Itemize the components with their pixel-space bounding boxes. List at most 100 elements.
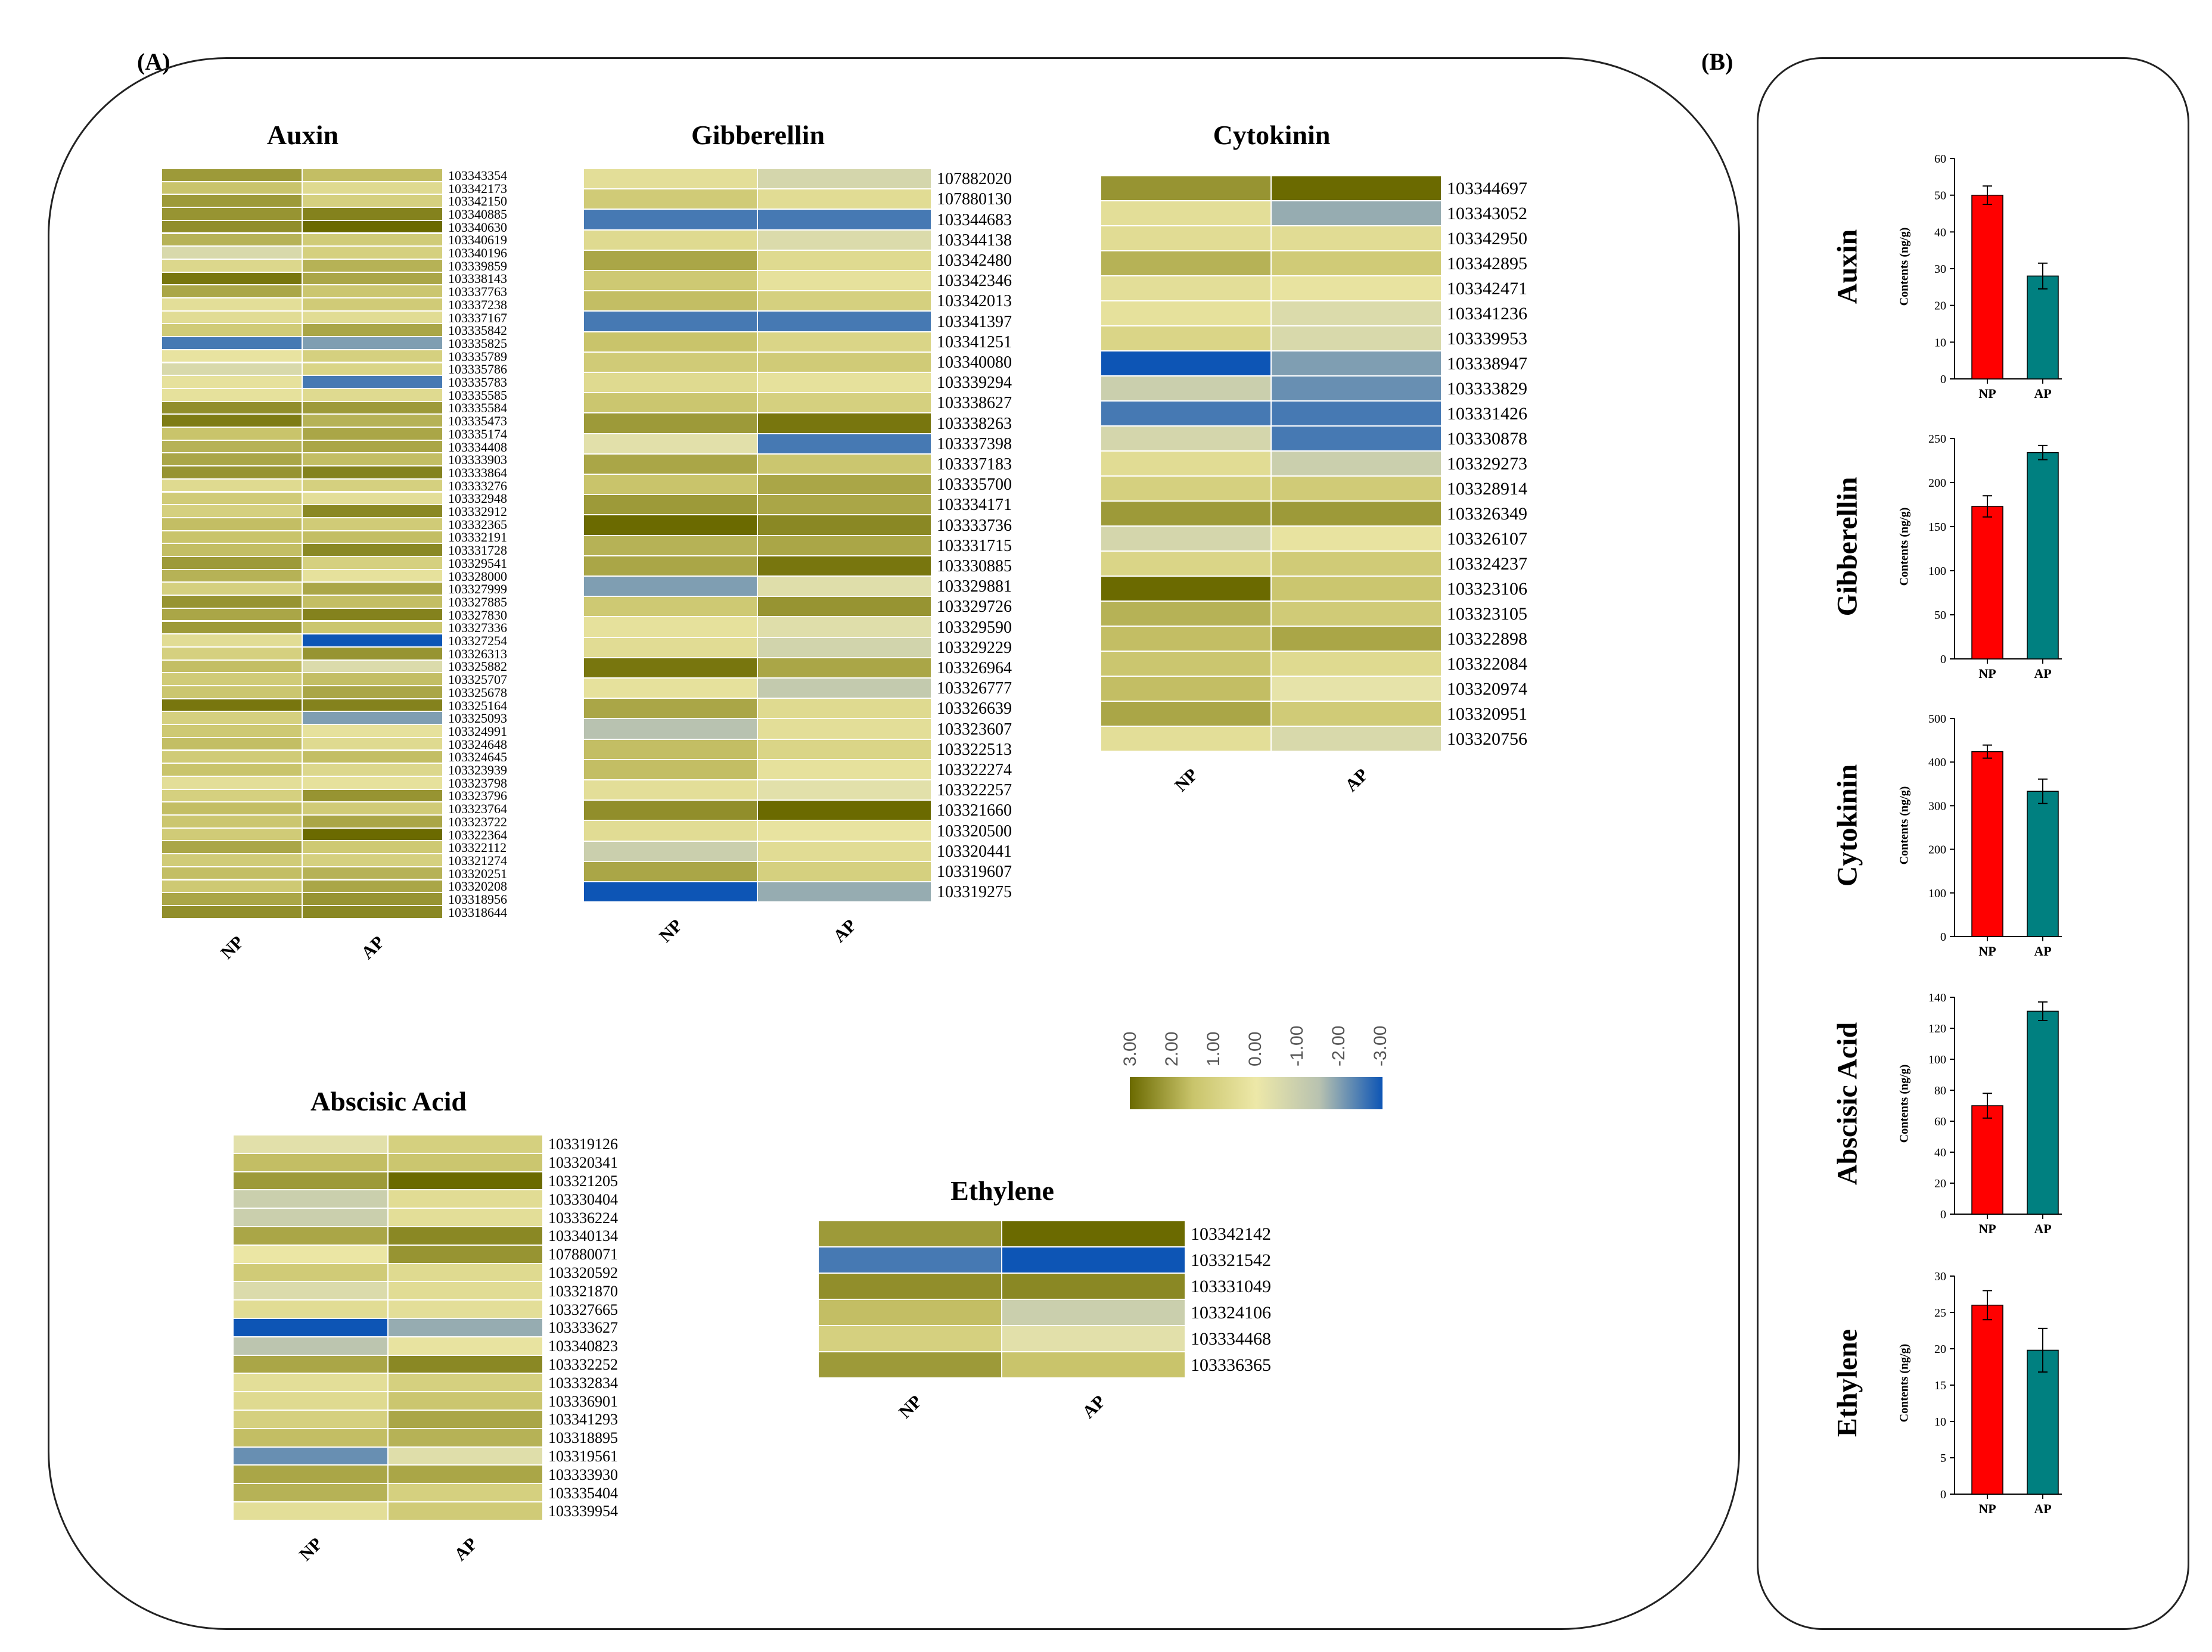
heatmap-cell (758, 760, 932, 780)
heatmap-cell (389, 1190, 543, 1209)
heatmap-cell (162, 350, 303, 363)
heatmap-cell (162, 531, 303, 545)
heatmap-row-label: 103326964 (937, 658, 1012, 677)
heatmap-row (584, 475, 932, 496)
heatmap-cell (584, 291, 758, 312)
bar-ap (2027, 1010, 2059, 1215)
heatmap-cell (584, 617, 758, 638)
heatmap-cell (1272, 251, 1442, 276)
heatmap-row (234, 1447, 543, 1466)
y-tick-label: 20 (1934, 300, 1946, 313)
heatmap-row-label: 107882020 (937, 170, 1012, 189)
heatmap-row (162, 350, 443, 363)
heatmap-cell (1272, 702, 1442, 727)
bar-ap (2027, 275, 2059, 379)
heatmap-row (234, 1502, 543, 1521)
heatmap-cell (303, 776, 443, 790)
heatmap-cell (819, 1352, 1002, 1379)
heatmap-cell (162, 505, 303, 518)
heatmap-row-label: 103330878 (1447, 429, 1527, 449)
heatmap-row (1101, 427, 1442, 452)
x-tick-label: NP (1978, 386, 1996, 401)
heatmap-cell (758, 434, 932, 455)
heatmap-cell (162, 906, 303, 919)
heatmap-row-label: 103341397 (937, 312, 1012, 331)
heatmap-row (162, 880, 443, 894)
heatmap-cell (162, 557, 303, 570)
heatmap-row-label: 103332834 (548, 1374, 618, 1392)
heatmap-row (584, 536, 932, 556)
heatmap-row (162, 311, 443, 325)
heatmap-row-label: 103326349 (1447, 504, 1527, 524)
heatmap-cell (162, 388, 303, 402)
heatmap-row-label: 107880071 (548, 1246, 618, 1264)
y-tick-label: 0 (1940, 931, 1946, 944)
y-tick-label: 400 (1928, 756, 1946, 769)
heatmap-cell (303, 621, 443, 635)
heatmap-cell (162, 220, 303, 234)
heatmap-cell (819, 1300, 1002, 1326)
heatmap-cell (1101, 477, 1272, 502)
heatmap-row-label: 103335584 (448, 400, 507, 416)
heatmap-cell (162, 570, 303, 583)
heatmap-row (162, 699, 443, 713)
heatmap-cell (234, 1301, 389, 1319)
heatmap-row (162, 182, 443, 195)
heatmap-cell (758, 475, 932, 496)
y-tick-label: 200 (1928, 844, 1946, 857)
heatmap-cell (1272, 402, 1442, 427)
heatmap-row (162, 376, 443, 389)
heatmap-cell (162, 828, 303, 842)
heatmap-cell (303, 841, 443, 855)
heatmap-cell (303, 906, 443, 919)
heatmap-row (584, 434, 932, 455)
y-tick-label: 50 (1934, 189, 1946, 203)
heatmap-row-label: 103340619 (448, 232, 507, 248)
heatmap-row-label: 103325678 (448, 685, 507, 700)
heatmap-row (162, 453, 443, 467)
heatmap-row (584, 271, 932, 292)
heatmap-row (162, 583, 443, 596)
heatmap-cell (584, 556, 758, 577)
heatmap-row (584, 658, 932, 679)
heatmap-cell (758, 861, 932, 882)
heatmap-cell (1272, 602, 1442, 627)
bar-np (1971, 751, 2003, 937)
heatmap-cell (162, 725, 303, 738)
heatmap-cell (303, 311, 443, 325)
heatmap-cell (234, 1172, 389, 1191)
heatmap-cell (1101, 552, 1272, 577)
heatmap-row-label: 103319607 (937, 862, 1012, 881)
heatmap-cell (389, 1135, 543, 1154)
heatmap-cell (303, 247, 443, 260)
heatmap-cell (162, 428, 303, 441)
heatmap-cell (758, 780, 932, 801)
heatmap-cell (303, 440, 443, 454)
heatmap-cell (234, 1153, 389, 1172)
y-tick-label: 100 (1928, 1053, 1946, 1066)
heatmap-row (584, 250, 932, 271)
heatmap-row-label: 103318644 (448, 904, 507, 920)
heatmap-row-label: 103327999 (448, 581, 507, 597)
heatmap-cell (1101, 627, 1272, 652)
heatmap-row (162, 492, 443, 506)
heatmap-row (1101, 552, 1442, 577)
heatmap-cell (234, 1135, 389, 1154)
heatmap-row (584, 556, 932, 577)
heatmap-row (584, 780, 932, 801)
heatmap-row (234, 1264, 543, 1283)
heatmap-row (162, 518, 443, 531)
heatmap-cell (303, 816, 443, 829)
x-tick-label: AP (2034, 944, 2051, 959)
heatmap-row-label: 103335825 (448, 335, 507, 351)
heatmap-row (1101, 351, 1442, 377)
heatmap-row (162, 867, 443, 881)
legend-tick-label: 0.00 (1245, 1031, 1265, 1066)
heatmap-cell (584, 821, 758, 842)
heatmap-cell (162, 169, 303, 182)
y-tick-label: 0 (1940, 1488, 1946, 1501)
heatmap-cell (234, 1245, 389, 1264)
heatmap-cell (584, 577, 758, 598)
heatmap-row-label: 103342173 (448, 181, 507, 196)
heatmap-cell (758, 454, 932, 475)
